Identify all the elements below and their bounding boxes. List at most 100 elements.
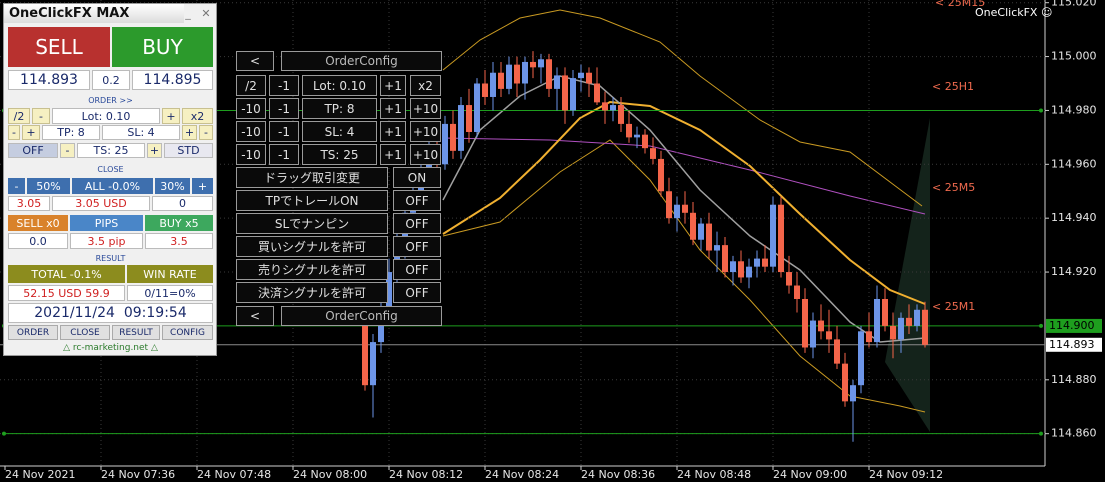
config-button[interactable]: x2 bbox=[410, 75, 441, 96]
candle-body bbox=[506, 64, 512, 89]
level-anchor bbox=[1039, 431, 1043, 436]
toggle-value[interactable]: OFF bbox=[393, 259, 441, 280]
close-button[interactable]: + bbox=[192, 178, 213, 194]
candle-body bbox=[690, 212, 696, 240]
config-button[interactable]: +10 bbox=[410, 144, 441, 165]
config-button[interactable]: -10 bbox=[236, 144, 266, 165]
close-button[interactable]: 50% bbox=[27, 178, 70, 194]
y-tick-label: 115.000 bbox=[1051, 50, 1097, 63]
config-button[interactable]: +1 bbox=[380, 121, 406, 142]
tab[interactable]: CLOSE bbox=[60, 325, 110, 340]
close-button[interactable]: ✕ bbox=[201, 7, 211, 20]
config-button[interactable]: -10 bbox=[236, 121, 266, 142]
toggle-label[interactable]: 決済シグナルを許可 bbox=[236, 282, 388, 303]
toggle-label[interactable]: 売りシグナルを許可 bbox=[236, 259, 388, 280]
bid-price-box bbox=[1046, 337, 1102, 352]
minimize-button[interactable]: _ bbox=[185, 7, 191, 20]
config-button[interactable]: +1 bbox=[380, 144, 406, 165]
position-button[interactable]: BUY x5 bbox=[145, 215, 213, 231]
section-header: RESULT bbox=[95, 253, 126, 263]
ts-button[interactable]: STD bbox=[164, 143, 213, 158]
toggle-label[interactable]: SLでナンピン bbox=[236, 213, 388, 234]
lot-button[interactable]: x2 bbox=[182, 108, 213, 124]
config-button[interactable]: /2 bbox=[236, 75, 266, 96]
toggle-label[interactable]: TPでトレールON bbox=[236, 190, 388, 211]
close-button[interactable]: ALL -0.0% bbox=[72, 178, 153, 194]
back-button[interactable]: < bbox=[236, 51, 274, 71]
x-tick-label: 24 Nov 08:36 bbox=[581, 468, 655, 481]
ask-price: 114.895 bbox=[132, 70, 213, 90]
toggle-value[interactable]: OFF bbox=[393, 190, 441, 211]
candle-body bbox=[666, 191, 672, 219]
config-title[interactable]: OrderConfig bbox=[281, 51, 442, 71]
lot-button[interactable]: - bbox=[32, 108, 50, 124]
tpsl-button[interactable]: + bbox=[182, 125, 197, 140]
back-button[interactable]: < bbox=[236, 306, 274, 326]
profit-cell: 0 bbox=[152, 196, 213, 211]
lot-button[interactable]: + bbox=[162, 108, 180, 124]
config-button[interactable]: -1 bbox=[269, 144, 299, 165]
candle-body bbox=[442, 123, 448, 165]
toggle-value[interactable]: ON bbox=[393, 167, 441, 188]
candle-body bbox=[458, 105, 464, 151]
tpsl-button[interactable]: TP: 8 bbox=[42, 125, 100, 140]
config-button[interactable]: Lot: 0.10 bbox=[302, 75, 377, 96]
sell-button[interactable]: SELL bbox=[8, 27, 110, 67]
candle-body bbox=[450, 123, 456, 151]
lot-button[interactable]: /2 bbox=[8, 108, 30, 124]
ts-button[interactable]: - bbox=[60, 143, 75, 158]
toggle-value[interactable]: OFF bbox=[393, 282, 441, 303]
candle-body bbox=[642, 134, 648, 149]
toggle-value[interactable]: OFF bbox=[393, 213, 441, 234]
tab[interactable]: ORDER bbox=[8, 325, 58, 340]
tab[interactable]: RESULT bbox=[112, 325, 160, 340]
config-title[interactable]: OrderConfig bbox=[281, 306, 442, 326]
lot-button[interactable]: Lot: 0.10 bbox=[52, 108, 160, 124]
config-button[interactable]: SL: 4 bbox=[302, 121, 377, 142]
config-button[interactable]: +10 bbox=[410, 98, 441, 119]
bid-price: 114.893 bbox=[8, 70, 90, 90]
config-button[interactable]: -10 bbox=[236, 98, 266, 119]
level-price-box bbox=[1046, 318, 1102, 333]
close-button[interactable]: 30% bbox=[155, 178, 190, 194]
config-button[interactable]: +10 bbox=[410, 121, 441, 142]
tpsl-button[interactable]: SL: 4 bbox=[102, 125, 180, 140]
bid-price-label: 114.893 bbox=[1049, 338, 1095, 351]
tab[interactable]: CONFIG bbox=[162, 325, 213, 340]
tpsl-button[interactable]: - bbox=[199, 125, 213, 140]
footer-link[interactable]: △ rc-marketing.net △ bbox=[63, 343, 158, 353]
config-button[interactable]: TP: 8 bbox=[302, 98, 377, 119]
ts-button[interactable]: TS: 25 bbox=[77, 143, 145, 158]
toggle-label[interactable]: 買いシグナルを許可 bbox=[236, 236, 388, 257]
level-anchor bbox=[1039, 323, 1043, 328]
candle-body bbox=[658, 158, 664, 192]
position-button[interactable]: PIPS bbox=[70, 215, 143, 231]
position-button[interactable]: SELL x0 bbox=[8, 215, 68, 231]
config-button[interactable]: +1 bbox=[380, 98, 406, 119]
config-button[interactable]: TS: 25 bbox=[302, 144, 377, 165]
toggle-value[interactable]: OFF bbox=[393, 236, 441, 257]
toggle-label[interactable]: ドラッグ取引変更 bbox=[236, 167, 388, 188]
close-button[interactable]: - bbox=[8, 178, 25, 194]
ts-button[interactable]: OFF bbox=[8, 143, 58, 158]
section-header[interactable]: ORDER >> bbox=[88, 95, 133, 105]
candle-body bbox=[922, 309, 928, 345]
profit-cell: 3.05 USD bbox=[52, 196, 150, 211]
pips-cell: 3.5 bbox=[145, 233, 213, 249]
x-tick-label: 24 Nov 09:00 bbox=[773, 468, 847, 481]
candle-body bbox=[498, 72, 504, 89]
tpsl-button[interactable]: + bbox=[22, 125, 40, 140]
candle-body bbox=[682, 204, 688, 213]
config-button[interactable]: -1 bbox=[269, 98, 299, 119]
tpsl-button[interactable]: - bbox=[8, 125, 20, 140]
config-button[interactable]: -1 bbox=[269, 121, 299, 142]
candle-body bbox=[466, 105, 472, 132]
y-tick-label: 114.980 bbox=[1051, 103, 1097, 116]
buy-button[interactable]: BUY bbox=[112, 27, 213, 67]
candle-body bbox=[474, 83, 480, 132]
config-button[interactable]: -1 bbox=[269, 75, 299, 96]
ts-button[interactable]: + bbox=[147, 143, 162, 158]
y-tick-label: 114.860 bbox=[1051, 427, 1097, 440]
spread: 0.2 bbox=[92, 70, 130, 90]
config-button[interactable]: +1 bbox=[380, 75, 406, 96]
